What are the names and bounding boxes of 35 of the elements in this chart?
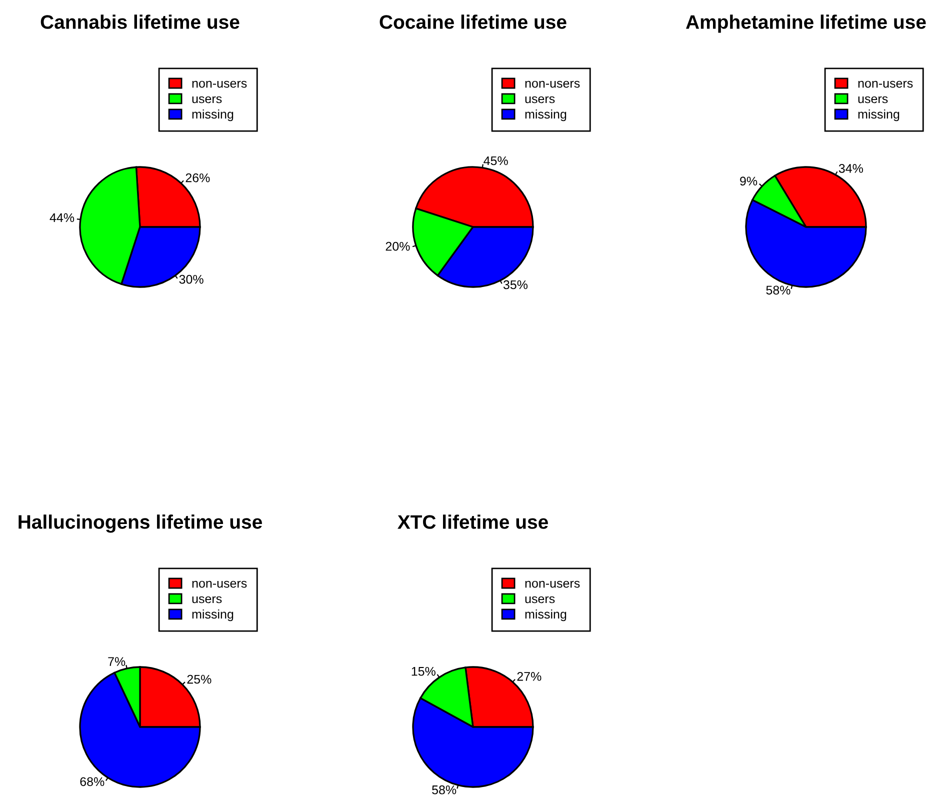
data-label: 34% (838, 164, 863, 173)
data-label: 25% (187, 674, 212, 684)
legend-label: non-users (525, 580, 580, 588)
legend-label: missing (192, 109, 234, 122)
data-label: 9% (740, 176, 758, 186)
legend-label: non-users (858, 80, 913, 88)
data-label: 30% (179, 274, 204, 284)
data-label: 68% (80, 777, 104, 786)
legend-label: missing (525, 109, 566, 122)
legend-label: missing (192, 609, 234, 622)
legend-label: missing (858, 109, 900, 122)
data-label: 58% (766, 286, 790, 295)
data-label: 7% (108, 657, 126, 666)
chart-title: XTC lifetime use (398, 514, 548, 529)
data-label: 44% (50, 213, 74, 222)
data-label: 15% (412, 666, 436, 676)
chart-title: Cocaine lifetime use (380, 14, 566, 29)
legend-label: users (192, 96, 222, 104)
chart-title: Cannabis lifetime use (40, 14, 240, 29)
legend-label: users (192, 596, 222, 604)
legend-label: non-users (525, 80, 580, 88)
data-label: 35% (503, 280, 528, 290)
chart-title: Hallucinogens lifetime use (18, 514, 262, 533)
data-label: 58% (432, 785, 456, 794)
legend-label: users (525, 596, 555, 604)
legend-label: users (525, 96, 555, 104)
legend-label: non-users (192, 80, 247, 88)
data-label: 45% (484, 156, 508, 166)
data-label: 20% (386, 242, 410, 251)
legend-label: missing (525, 609, 566, 622)
legend-label: non-users (192, 580, 247, 588)
data-label: 26% (186, 173, 210, 182)
legend-label: users (858, 96, 888, 104)
data-label: 27% (517, 672, 542, 681)
chart-title: Amphetamine lifetime use (686, 14, 926, 33)
